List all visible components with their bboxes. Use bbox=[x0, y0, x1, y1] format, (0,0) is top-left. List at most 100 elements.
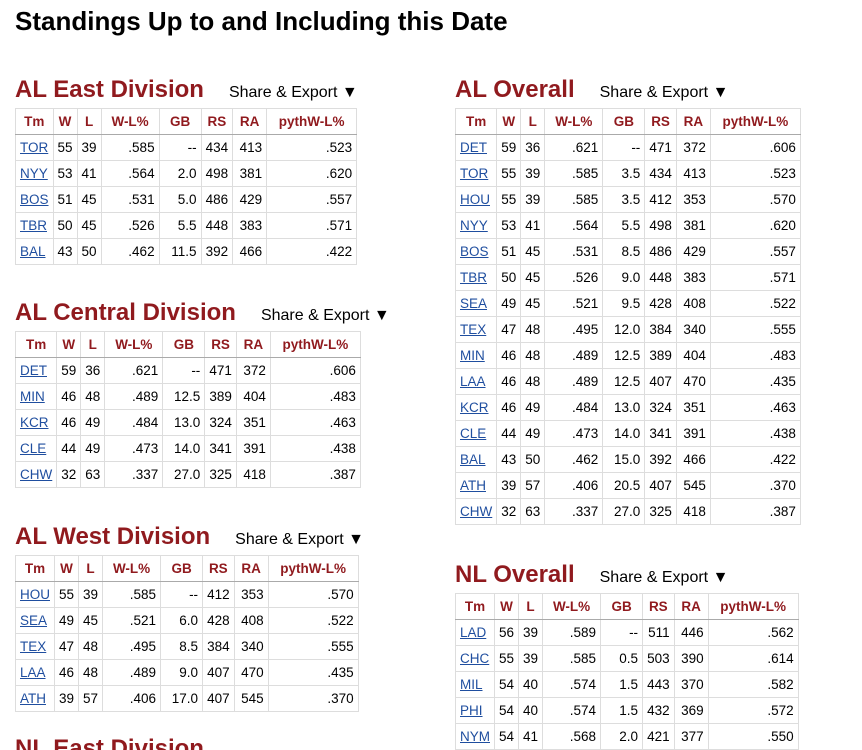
stat-cell: -- bbox=[162, 357, 206, 384]
team-link[interactable]: MIN bbox=[20, 389, 45, 404]
team-link[interactable]: TBR bbox=[20, 218, 47, 233]
team-link[interactable]: DET bbox=[460, 140, 487, 155]
team-link[interactable]: KCR bbox=[460, 400, 489, 415]
stat-cell: .522 bbox=[267, 607, 359, 634]
team-link[interactable]: SEA bbox=[460, 296, 488, 311]
team-link[interactable]: CLE bbox=[20, 441, 47, 456]
stat-cell: 39 bbox=[518, 619, 544, 646]
team-link[interactable]: DET bbox=[20, 363, 47, 378]
stat-cell: 391 bbox=[675, 420, 711, 447]
team-link[interactable]: BOS bbox=[20, 192, 49, 207]
stat-cell: 12.0 bbox=[602, 316, 646, 343]
team-link[interactable]: BAL bbox=[460, 452, 486, 467]
stat-cell: .572 bbox=[707, 697, 799, 724]
team-link[interactable]: TOR bbox=[20, 140, 49, 155]
stat-cell: .585 bbox=[544, 160, 604, 187]
stat-cell: 50 bbox=[52, 212, 78, 239]
stat-cell: 32 bbox=[496, 498, 522, 525]
share-export-button[interactable]: Share & Export ▼ bbox=[599, 569, 729, 586]
team-link[interactable]: LAA bbox=[460, 374, 486, 389]
team-link[interactable]: CLE bbox=[460, 426, 487, 441]
stat-cell: .526 bbox=[544, 264, 604, 291]
team-link[interactable]: KCR bbox=[20, 415, 49, 430]
team-cell: BOS bbox=[454, 238, 498, 265]
stat-cell: 49 bbox=[80, 435, 106, 462]
column-header: pythW-L% bbox=[709, 108, 801, 135]
header-row: Tm W L W-L% GB RS RA pythW-L% bbox=[15, 555, 359, 582]
team-cell: DET bbox=[14, 357, 58, 384]
team-link[interactable]: CHW bbox=[20, 467, 53, 482]
team-link[interactable]: HOU bbox=[20, 587, 50, 602]
team-link[interactable]: TEX bbox=[460, 322, 487, 337]
stat-cell: 383 bbox=[675, 264, 711, 291]
team-row: CHW 32 63.337 27.0 325 418.387 bbox=[454, 498, 801, 525]
team-link[interactable]: BAL bbox=[20, 244, 46, 259]
stat-cell: .495 bbox=[102, 633, 162, 660]
team-link[interactable]: CHW bbox=[460, 504, 493, 519]
column-header: GB bbox=[158, 108, 202, 135]
stat-cell: 8.5 bbox=[602, 238, 646, 265]
team-link[interactable]: BOS bbox=[460, 244, 489, 259]
stat-cell: 36 bbox=[80, 357, 106, 384]
stat-cell: 47 bbox=[53, 633, 80, 660]
stat-cell: .555 bbox=[709, 316, 801, 343]
table-body: DET 59 36.621 -- 471 372.606 MIN 46 48.489 12.5 38… bbox=[14, 357, 361, 488]
stat-cell: 48 bbox=[520, 316, 546, 343]
team-link[interactable]: SEA bbox=[20, 613, 48, 628]
team-link[interactable]: MIL bbox=[460, 677, 483, 692]
stat-cell: .337 bbox=[104, 461, 164, 488]
table-head: Tm W L W-L% GB RS RA pythW-L% bbox=[15, 555, 359, 582]
team-link[interactable]: ATH bbox=[20, 691, 46, 706]
stat-cell: 49 bbox=[53, 607, 80, 634]
team-link[interactable]: PHI bbox=[460, 703, 483, 718]
team-link[interactable]: MIN bbox=[460, 348, 485, 363]
team-link[interactable]: TEX bbox=[20, 639, 47, 654]
team-link[interactable]: HOU bbox=[460, 192, 490, 207]
stat-cell: 8.5 bbox=[160, 633, 204, 660]
stat-cell: 432 bbox=[642, 697, 675, 724]
team-link[interactable]: NYY bbox=[460, 218, 488, 233]
team-link[interactable]: NYY bbox=[20, 166, 48, 181]
column-header: pythW-L% bbox=[267, 555, 359, 582]
stat-cell: .589 bbox=[542, 619, 602, 646]
share-export-button[interactable]: Share & Export ▼ bbox=[599, 84, 729, 101]
team-link[interactable]: CHC bbox=[460, 651, 490, 666]
stat-cell: .484 bbox=[544, 394, 604, 421]
stat-cell: 324 bbox=[644, 394, 677, 421]
stat-cell: .521 bbox=[544, 290, 604, 317]
stat-cell: 59 bbox=[56, 357, 82, 384]
stat-cell: .557 bbox=[266, 186, 358, 213]
stat-cell: 54 bbox=[493, 723, 520, 750]
column-header: RS bbox=[204, 331, 237, 358]
stat-cell: 471 bbox=[644, 134, 677, 161]
stat-cell: 486 bbox=[200, 186, 234, 213]
team-link[interactable]: TOR bbox=[460, 166, 489, 181]
team-link[interactable]: NYM bbox=[460, 729, 490, 744]
stat-cell: 498 bbox=[200, 160, 234, 187]
standings-section: NL Overall Share & Export ▼ Tm W L W-L% GB RS RA… bbox=[455, 561, 799, 750]
stat-cell: 389 bbox=[644, 342, 677, 369]
team-link[interactable]: ATH bbox=[460, 478, 486, 493]
stat-cell: .521 bbox=[102, 607, 162, 634]
team-cell: CLE bbox=[14, 435, 58, 462]
stat-cell: .489 bbox=[104, 383, 164, 410]
column-header: Tm bbox=[14, 331, 58, 358]
team-cell: NYY bbox=[15, 160, 54, 187]
column-header: W-L% bbox=[542, 593, 602, 620]
share-export-button[interactable]: Share & Export ▼ bbox=[228, 84, 358, 101]
stat-cell: 48 bbox=[520, 342, 546, 369]
stat-cell: .406 bbox=[544, 472, 604, 499]
team-link[interactable]: LAD bbox=[460, 625, 487, 640]
stat-cell: .557 bbox=[709, 238, 801, 265]
stat-cell: -- bbox=[600, 619, 644, 646]
share-export-button[interactable]: Share & Export ▼ bbox=[235, 531, 364, 548]
share-export-button[interactable]: Share & Export ▼ bbox=[260, 307, 390, 324]
stat-cell: 503 bbox=[642, 645, 675, 672]
team-link[interactable]: LAA bbox=[20, 665, 46, 680]
stat-cell: 372 bbox=[675, 134, 711, 161]
stat-cell: 545 bbox=[233, 685, 269, 712]
stat-cell: 413 bbox=[675, 160, 711, 187]
team-link[interactable]: TBR bbox=[460, 270, 487, 285]
stat-cell: 39 bbox=[78, 581, 104, 608]
stat-cell: 49 bbox=[520, 394, 546, 421]
